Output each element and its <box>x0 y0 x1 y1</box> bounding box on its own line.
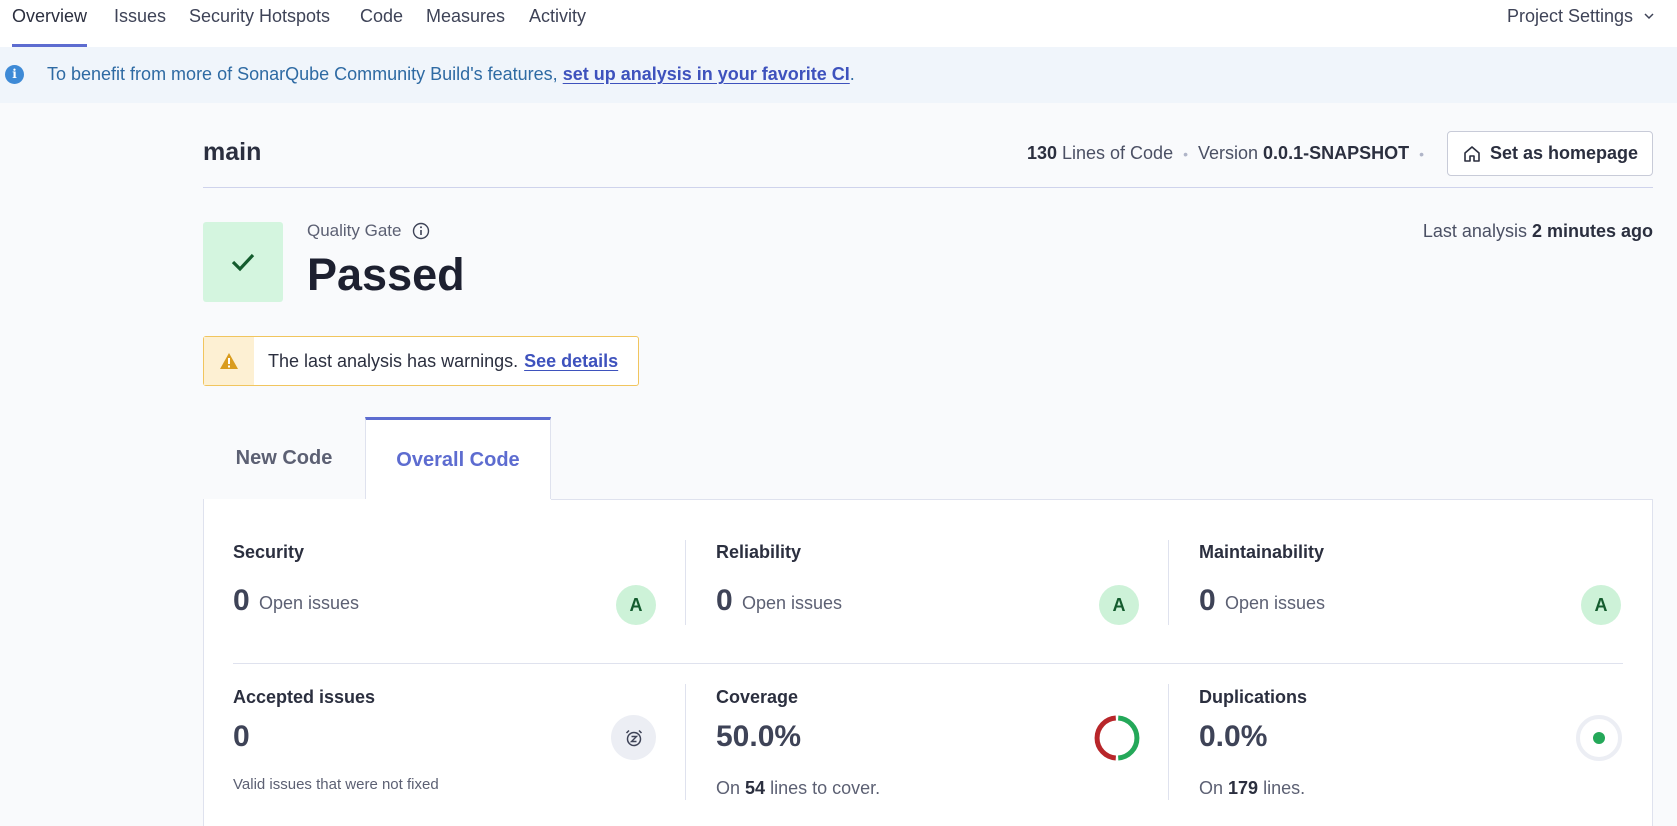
row-divider <box>233 663 1623 664</box>
reliability-sub: Open issues <box>742 593 843 613</box>
reliability-value[interactable]: 0 <box>716 584 733 617</box>
warning-icon-area <box>204 337 254 385</box>
quality-gate-status: Passed <box>307 249 465 300</box>
version-value: 0.0.1-SNAPSHOT <box>1263 143 1410 163</box>
project-settings-menu[interactable]: Project Settings <box>1507 0 1655 32</box>
set-homepage-label: Set as homepage <box>1489 143 1639 163</box>
project-meta: 130 Lines of Code • Version 0.0.1-SNAPSH… <box>1027 143 1424 164</box>
banner-suffix: . <box>849 64 855 84</box>
see-details-link[interactable]: See details <box>524 351 619 371</box>
maintainability-value[interactable]: 0 <box>1199 584 1216 617</box>
metrics-panel <box>203 499 1653 826</box>
loc-label: Lines of Code <box>1062 143 1174 163</box>
duplications-lines-value[interactable]: 179 <box>1228 778 1259 798</box>
tab-overview[interactable]: Overview <box>12 0 88 47</box>
coverage-uncovered-arc <box>1094 715 1117 761</box>
separator-dot: • <box>1419 145 1424 162</box>
tab-overall-code[interactable]: Overall Code <box>365 417 551 500</box>
accepted-issues-title: Accepted issues <box>233 687 376 707</box>
reliability-rating[interactable]: A <box>1099 585 1139 625</box>
branch-name: main <box>203 138 262 166</box>
quality-gate-label-text: Quality Gate <box>307 221 402 240</box>
lines-of-code: 130 Lines of Code <box>1027 143 1173 164</box>
reliability-title: Reliability <box>716 542 802 562</box>
tab-security-hotspots[interactable]: Security Hotspots <box>189 6 331 26</box>
banner-message: To benefit from more of SonarQube Commun… <box>47 64 558 84</box>
coverage-footnote: On 54 lines to cover. <box>716 778 880 799</box>
coverage-value[interactable]: 50.0% <box>716 720 802 753</box>
maintainability-rating[interactable]: A <box>1581 585 1621 625</box>
tab-measures[interactable]: Measures <box>426 6 506 26</box>
header-divider <box>203 187 1653 188</box>
info-circle-icon[interactable] <box>412 222 430 240</box>
coverage-foot-suffix: lines to cover. <box>770 778 881 798</box>
home-icon <box>1464 145 1480 162</box>
security-value[interactable]: 0 <box>233 584 250 617</box>
quality-gate-label: Quality Gate <box>307 221 430 241</box>
duplications-value[interactable]: 0.0% <box>1199 720 1268 753</box>
project-settings-label: Project Settings <box>1506 6 1633 26</box>
chevron-down-icon <box>1644 13 1654 20</box>
accepted-issues-badge <box>611 715 656 760</box>
warning-text: The last analysis has warnings. See detai… <box>254 337 618 385</box>
column-divider <box>1168 540 1169 625</box>
analysis-warning: The last analysis has warnings. See detai… <box>203 336 639 386</box>
duplications-ring <box>1576 715 1622 761</box>
info-icon: i <box>5 65 24 84</box>
coverage-foot-prefix: On <box>716 778 741 798</box>
maintainability-title: Maintainability <box>1199 542 1325 562</box>
duplications-indicator <box>1576 715 1622 761</box>
setup-analysis-link[interactable]: set up analysis in your favorite CI <box>562 64 850 84</box>
coverage-donut-chart <box>1094 715 1140 761</box>
security-rating[interactable]: A <box>616 585 656 625</box>
accepted-issues-value[interactable]: 0 <box>233 720 250 753</box>
version-label: Version <box>1197 143 1259 163</box>
accepted-issues-sub: Valid issues that were not fixed <box>233 776 439 793</box>
panel-top-border <box>551 499 1653 500</box>
duplications-foot-prefix: On <box>1199 778 1224 798</box>
coverage-covered-arc <box>1117 715 1140 761</box>
tab-activity[interactable]: Activity <box>529 6 587 26</box>
column-divider <box>685 540 686 625</box>
duplications-footnote: On 179 lines. <box>1199 778 1305 799</box>
set-homepage-button[interactable]: Set as homepage <box>1447 131 1653 176</box>
column-divider <box>1168 684 1169 800</box>
last-analysis-label: Last analysis <box>1422 221 1527 241</box>
maintainability-sub: Open issues <box>1225 593 1326 613</box>
warning-icon <box>220 353 238 369</box>
tab-issues[interactable]: Issues <box>114 6 167 26</box>
last-analysis: Last analysis 2 minutes ago <box>1423 221 1653 242</box>
security-title: Security <box>233 542 305 562</box>
separator-dot: • <box>1183 145 1188 162</box>
quality-gate-badge <box>203 222 283 302</box>
coverage-title: Coverage <box>716 687 799 707</box>
duplications-title: Duplications <box>1199 687 1308 707</box>
last-analysis-value: 2 minutes ago <box>1531 221 1653 241</box>
banner-text: To benefit from more of SonarQube Commun… <box>47 64 855 85</box>
tab-new-code[interactable]: New Code <box>203 417 365 500</box>
coverage-lines-value[interactable]: 54 <box>745 778 766 798</box>
duplications-dot <box>1593 732 1605 744</box>
alarm-clock-icon <box>625 729 642 746</box>
check-icon <box>231 253 255 272</box>
loc-value: 130 <box>1026 143 1057 163</box>
project-navigation: Overview Issues Security Hotspots Code M… <box>0 0 1677 47</box>
security-sub: Open issues <box>259 593 360 613</box>
warning-message: The last analysis has warnings. <box>268 351 519 371</box>
duplications-foot-suffix: lines. <box>1263 778 1306 798</box>
tab-code[interactable]: Code <box>360 6 404 26</box>
version: Version 0.0.1-SNAPSHOT <box>1198 143 1409 164</box>
info-banner: i To benefit from more of SonarQube Comm… <box>0 47 1677 103</box>
column-divider <box>685 684 686 800</box>
